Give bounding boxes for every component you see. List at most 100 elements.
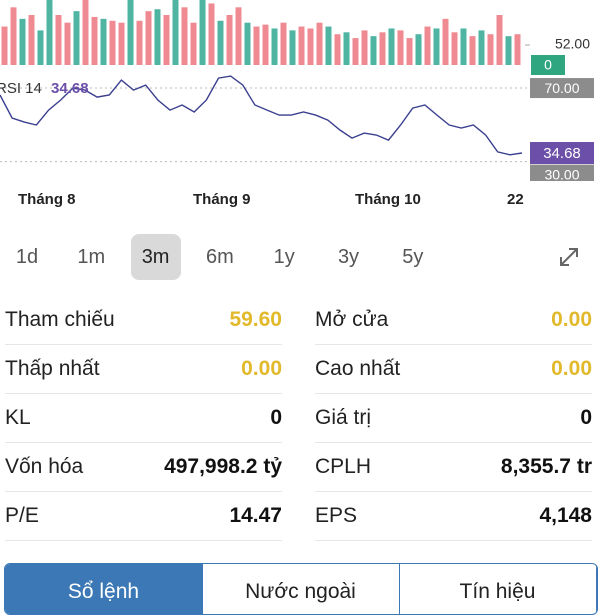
volume-bar (514, 34, 521, 65)
stat-value: 497,998.2 tỷ (164, 455, 282, 478)
volume-bar (154, 9, 161, 65)
volume-bar (343, 32, 350, 65)
volume-bar (253, 26, 260, 66)
volume-bar (262, 24, 269, 65)
volume-bar (298, 26, 305, 66)
period-button[interactable]: 6m (205, 246, 234, 268)
stats-cell: Mở cửa 0.00 (315, 296, 592, 345)
volume-bar (10, 7, 17, 65)
stats-cell: Vốn hóa 497,998.2 tỷ (5, 443, 282, 492)
stats-row: KL 0 Giá trị 0 (0, 394, 600, 443)
chart: 70.00 30.00 34.68 RSI 14 34.68 52.000 Tháng 8… (0, 0, 594, 208)
volume-bar (379, 32, 386, 65)
stat-label: Tham chiếu (5, 308, 115, 331)
plot: 70.00 30.00 34.68 RSI 14 34.68 (0, 0, 594, 182)
stats-cell: Cao nhất 0.00 (315, 345, 592, 394)
volume-bar (244, 22, 251, 66)
volume-bar (172, 0, 179, 66)
stats-row: P/E 14.47 EPS 4,148 (0, 492, 600, 541)
stats-cell: CPLH 8,355.7 tr (315, 443, 592, 492)
volume-bar (451, 32, 458, 65)
volume-tick-label: 52.00 (555, 36, 590, 52)
volume-bar (334, 34, 341, 65)
volume-bar (181, 7, 188, 65)
volume-bar (406, 38, 413, 65)
rsi-tick-badge (530, 164, 594, 181)
rsi-current-legend: 34.68 (51, 80, 89, 97)
volume-bar (19, 18, 26, 65)
period-button[interactable]: 1y (273, 246, 295, 268)
volume-bar (352, 38, 359, 65)
volume-bar (424, 26, 431, 66)
volume-bar (388, 28, 395, 65)
stat-value: 4,148 (539, 504, 592, 527)
rsi-name: RSI 14 (0, 80, 42, 97)
stat-value: 0.00 (241, 357, 282, 380)
stats-row: Thấp nhất 0.00 Cao nhất 0.00 (0, 345, 600, 394)
volume-bar (37, 30, 44, 66)
period-selector: 1d 1m 3m 6m 1y 3y 5y (0, 234, 600, 280)
volume-bar (136, 20, 143, 65)
stat-value: 0.00 (551, 357, 592, 380)
volume-bar (208, 3, 215, 65)
stat-label: Cao nhất (315, 357, 401, 380)
volume-bar (46, 0, 53, 66)
stats-cell: KL 0 (5, 394, 282, 443)
stats-cell: EPS 4,148 (315, 492, 592, 541)
period-button[interactable]: 5y (402, 246, 424, 268)
stat-label: KL (5, 406, 31, 429)
volume-bar (28, 15, 35, 65)
volume-bar (190, 22, 197, 66)
stat-value: 0.00 (551, 308, 592, 331)
period-button[interactable]: 3y (337, 246, 360, 268)
rsi-current-badge (530, 142, 594, 165)
volume-bar (217, 20, 224, 65)
tab[interactable]: Nước ngoài (202, 564, 400, 614)
volume-bar (316, 22, 323, 66)
tab[interactable]: Sổ lệnh (5, 564, 203, 614)
volume-bar (55, 15, 62, 65)
volume-badge (531, 55, 565, 75)
volume-bar (397, 30, 404, 66)
volume-bar (91, 16, 98, 65)
stats-cell: Giá trị 0 (315, 394, 592, 443)
stats-row: Tham chiếu 59.60 Mở cửa 0.00 (0, 296, 600, 345)
volume-bar (235, 7, 242, 65)
stat-value: 0 (580, 406, 592, 429)
tab[interactable]: Tín hiệu (399, 564, 597, 614)
stats-cell: Thấp nhất 0.00 (5, 345, 282, 394)
stat-label: CPLH (315, 455, 372, 478)
volume-bar (199, 0, 206, 66)
volume-bar (163, 15, 170, 65)
x-label: Tháng 9 (193, 191, 251, 208)
volume-bar (433, 28, 440, 65)
expand-icon[interactable] (557, 245, 581, 269)
period-button[interactable]: 1m (77, 246, 106, 268)
stat-label: Giá trị (315, 406, 372, 429)
volume-bar (478, 30, 485, 66)
volume-bar (64, 22, 71, 66)
volume-bar (487, 34, 494, 65)
volume-bar (496, 15, 503, 65)
volume-bar (361, 30, 368, 66)
volume-bar (469, 36, 476, 65)
bottom-tabs: Sổ lệnh Nước ngoài Tín hiệu (4, 563, 598, 615)
stat-value: 0 (270, 406, 282, 429)
volume-bar (415, 34, 422, 65)
volume-bar (289, 30, 296, 66)
stat-label: EPS (315, 504, 358, 527)
volume-bar (127, 0, 134, 66)
volume-bar (271, 28, 278, 65)
rsi-current-label: 34.68 (543, 145, 581, 162)
period-button[interactable]: 1d (15, 246, 39, 268)
volume-bar (109, 20, 116, 65)
period-button[interactable]: 3m (130, 234, 181, 280)
stat-label: P/E (5, 504, 39, 527)
volume-bar (100, 18, 107, 65)
rsi-tick-label: 30.00 (544, 166, 579, 182)
stat-value: 14.47 (229, 504, 282, 527)
rsi-tick-label: 70.00 (544, 80, 579, 96)
volume-bar (82, 0, 89, 66)
volume-bar (73, 11, 80, 65)
rsi-line (0, 75, 523, 156)
